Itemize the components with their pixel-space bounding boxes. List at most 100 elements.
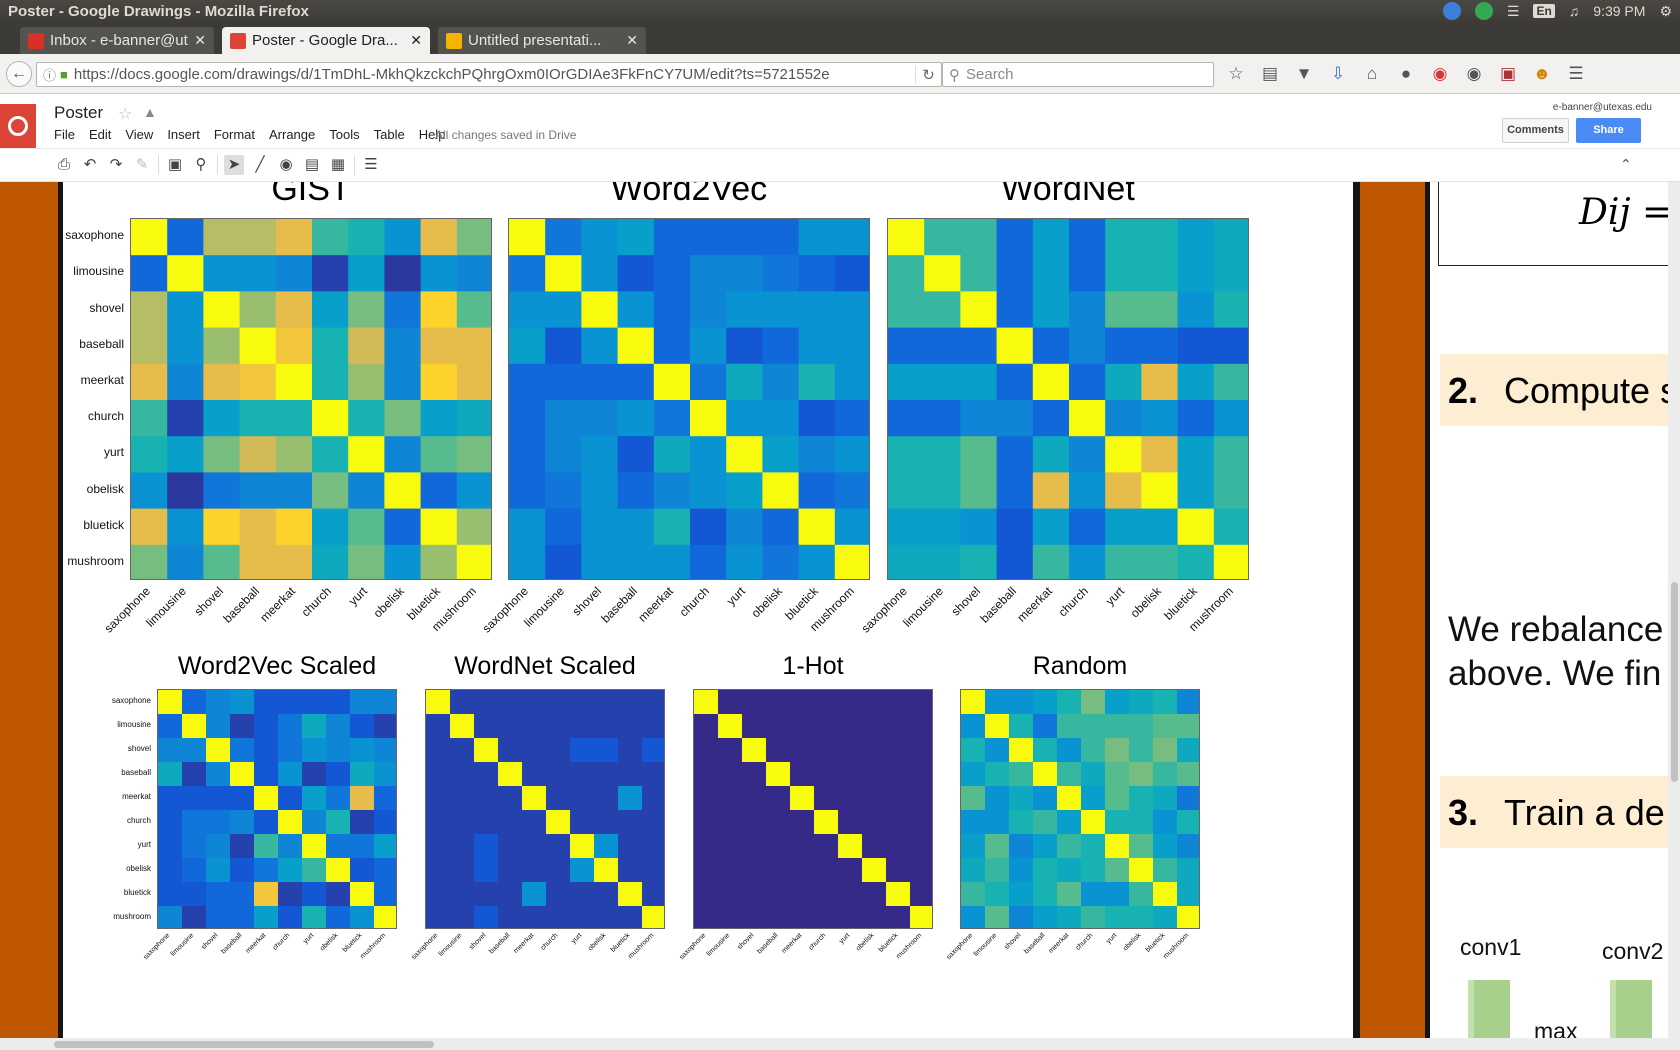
undo-icon[interactable]: ↶ <box>83 156 97 173</box>
adblock-icon[interactable]: ◉ <box>1432 64 1448 83</box>
heatmap-cell <box>450 906 475 928</box>
print-icon[interactable]: ⎙ <box>57 156 70 173</box>
volume-icon[interactable]: ♫ <box>1568 3 1580 19</box>
close-icon[interactable]: ✕ <box>194 32 206 48</box>
heatmap-cell <box>834 219 869 256</box>
heatmap-cell <box>690 400 727 437</box>
formula-box[interactable]: Dij = <box>1438 182 1668 266</box>
scroll-thumb[interactable] <box>54 1041 434 1048</box>
bookmark-star-icon[interactable]: ☆ <box>1228 64 1244 83</box>
tab-inbox[interactable]: Inbox - e-banner@ut... ✕ <box>20 27 214 54</box>
heatmap-cell <box>509 363 546 401</box>
heatmap-cell <box>960 363 998 401</box>
line-icon[interactable]: ╱ <box>255 156 265 173</box>
collapse-chevron-icon[interactable]: ⌃ <box>1620 156 1632 172</box>
select-arrow-icon[interactable]: ➤ <box>224 155 244 175</box>
google-drawings-logo[interactable] <box>0 104 36 148</box>
heatmap-cell <box>690 327 727 365</box>
url-text[interactable]: https://docs.google.com/drawings/d/1TmDh… <box>73 66 830 83</box>
heatmap-cell <box>1081 906 1106 928</box>
step-3-box[interactable]: 3. Train a de <box>1440 776 1668 848</box>
drawing-canvas[interactable]: GIST saxophone limousine shovel baseball meer… <box>0 182 1668 1038</box>
info-icon[interactable]: ⓘ <box>43 68 57 83</box>
star-icon[interactable]: ☆ <box>118 106 133 123</box>
settings-gear-icon[interactable]: ⚙ <box>1659 2 1672 19</box>
zoom-fit-icon[interactable]: ▣ <box>167 156 183 173</box>
scroll-thumb[interactable] <box>1671 582 1678 782</box>
menu-tools[interactable]: Tools <box>329 127 360 142</box>
poster-method-panel[interactable]: Dij = 2. Compute s We rebalance above. W… <box>1430 182 1668 1038</box>
heatmap-cell <box>426 858 451 883</box>
heatmap-cell <box>1129 738 1154 763</box>
clock[interactable]: 9:39 PM <box>1593 3 1646 19</box>
comment-icon[interactable]: ☰ <box>364 156 378 173</box>
account-email[interactable]: e-banner@utexas.edu <box>1552 102 1652 113</box>
tab-presentation[interactable]: Untitled presentati... ✕ <box>438 27 646 54</box>
document-title[interactable]: Poster <box>54 103 104 122</box>
menu-edit[interactable]: Edit <box>88 127 112 142</box>
vertical-scrollbar[interactable] <box>1668 182 1680 1050</box>
textbox-icon[interactable]: ▤ <box>304 156 320 173</box>
menu-table[interactable]: Table <box>373 127 405 142</box>
menu-file[interactable]: File <box>54 127 75 142</box>
heatmap-cell <box>167 219 204 256</box>
greasemonkey-icon[interactable]: ☻ <box>1533 64 1551 83</box>
drive-folder-icon[interactable]: ▲ <box>143 104 157 120</box>
save-status[interactable]: All changes saved in Drive <box>435 128 577 142</box>
menu-insert[interactable]: Insert <box>167 127 200 142</box>
heatmap-cell <box>834 327 869 365</box>
hamburger-menu-icon[interactable]: ☰ <box>1568 64 1584 83</box>
comments-button[interactable]: Comments <box>1502 118 1569 143</box>
share-button[interactable]: Share <box>1576 118 1641 143</box>
heatmap-cell <box>888 436 925 473</box>
hangouts-icon[interactable] <box>1474 2 1493 20</box>
image-icon[interactable]: ▦ <box>330 156 346 173</box>
step-2-box[interactable]: 2. Compute s <box>1440 354 1668 426</box>
conv1-label: conv1 <box>1460 934 1522 960</box>
tab-label: Poster - Google Dra... <box>252 32 398 49</box>
poster-figure-panel[interactable]: GIST saxophone limousine shovel baseball meer… <box>63 182 1353 1038</box>
zoom-icon[interactable]: ⚲ <box>195 156 207 173</box>
chromium-icon[interactable] <box>1442 2 1461 20</box>
heatmap-cell <box>384 544 422 579</box>
url-bar[interactable]: ⓘ ■ https://docs.google.com/drawings/d/1… <box>36 62 942 87</box>
horizontal-scrollbar[interactable] <box>0 1038 1668 1050</box>
heatmap-cell <box>254 714 279 739</box>
search-input[interactable]: ⚲ Search <box>942 62 1214 87</box>
download-icon[interactable]: ⇩ <box>1330 64 1346 83</box>
pocket-icon[interactable]: ▼ <box>1295 64 1313 83</box>
reading-list-icon[interactable]: ▤ <box>1261 64 1279 83</box>
menu-arrange[interactable]: Arrange <box>269 127 316 142</box>
heatmap-cell <box>985 858 1010 883</box>
reload-icon[interactable]: ↻ <box>915 65 941 84</box>
redo-icon[interactable]: ↷ <box>109 156 123 173</box>
keyboard-layout-indicator[interactable]: En <box>1533 4 1555 18</box>
window-title: Poster - Google Drawings - Mozilla Firef… <box>8 3 309 20</box>
extension-red-icon[interactable]: ▣ <box>1499 64 1517 83</box>
step-number: 3. <box>1448 792 1479 833</box>
menu-view[interactable]: View <box>125 127 154 142</box>
heatmap-cell <box>1213 327 1248 365</box>
heatmap-cell <box>996 327 1034 365</box>
wifi-icon[interactable]: ☰ <box>1506 2 1520 19</box>
x-tick-label: saxophone <box>101 584 154 636</box>
paint-format-icon[interactable]: ✎ <box>135 156 149 173</box>
heatmap-cell <box>834 436 869 473</box>
tab-poster[interactable]: Poster - Google Dra... ✕ <box>222 27 430 54</box>
chat-icon[interactable]: ● <box>1400 64 1412 83</box>
heatmap-cell <box>522 762 547 787</box>
heatmap-cell <box>1009 690 1034 715</box>
heatmap-cell <box>203 327 241 365</box>
heatmap-cell <box>456 291 491 329</box>
home-icon[interactable]: ⌂ <box>1366 64 1378 83</box>
menu-help[interactable]: Help <box>418 127 446 142</box>
menu-format[interactable]: Format <box>213 127 255 142</box>
close-icon[interactable]: ✕ <box>410 32 422 48</box>
heatmap-cell <box>838 906 863 928</box>
close-icon[interactable]: ✕ <box>626 32 638 48</box>
step-number: 2. <box>1448 370 1479 411</box>
extension-icon[interactable]: ◉ <box>1466 64 1482 83</box>
shape-icon[interactable]: ◉ <box>279 156 293 173</box>
back-arrow-icon[interactable]: ← <box>6 61 32 87</box>
heatmap-cell <box>996 255 1034 292</box>
